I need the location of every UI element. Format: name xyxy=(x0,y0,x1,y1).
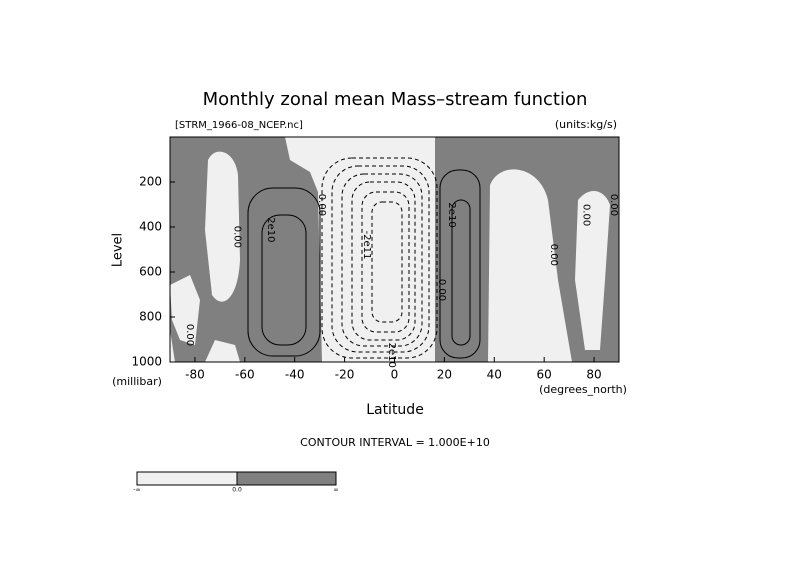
x-axis-label: Latitude xyxy=(366,402,424,418)
x-tick-label: 20 xyxy=(437,368,452,382)
x-axis-unit: (degrees_north) xyxy=(539,383,627,396)
contour-label: 0.00 xyxy=(581,204,592,226)
contour-line xyxy=(341,173,423,347)
x-tick-label: 40 xyxy=(487,368,502,382)
y-tick-label: 200 xyxy=(139,175,162,189)
contour-label: 0.00 xyxy=(548,244,559,266)
contour-line xyxy=(261,214,307,346)
contour-line xyxy=(321,157,438,359)
x-tick-label: -20 xyxy=(335,368,355,382)
plot-fill xyxy=(170,137,619,362)
colorbar-label: ∞ xyxy=(334,487,339,494)
subtitle-left: [STRM_1966-08_NCEP.nc] xyxy=(175,120,303,131)
negative-region xyxy=(170,275,200,345)
colorbar-box xyxy=(236,471,337,486)
contour-line xyxy=(351,181,416,341)
colorbar-label: 0.0 xyxy=(232,487,242,494)
y-tick-label: 400 xyxy=(139,220,162,234)
contour-label: 0.00 xyxy=(184,324,195,346)
y-tick-label: 800 xyxy=(139,310,162,324)
x-tick-label: 60 xyxy=(537,368,552,382)
contour-label: 0.00 xyxy=(608,194,619,216)
negative-region xyxy=(575,190,610,350)
x-tick-label: -40 xyxy=(285,368,305,382)
y-axis-unit: (millibar) xyxy=(112,375,162,388)
contour-label: -2e11 xyxy=(361,231,372,260)
subtitle-right: (units:kg/s) xyxy=(555,118,617,131)
contour-label: 2e10 xyxy=(265,217,276,242)
contours xyxy=(247,157,481,359)
colorbar-box xyxy=(136,471,238,486)
contour-label: 0.00 xyxy=(231,226,242,248)
contour-line xyxy=(451,199,471,346)
x-tick-label: 0 xyxy=(391,368,399,382)
negative-contours xyxy=(321,157,438,359)
y-tick-label: 1000 xyxy=(131,355,162,369)
x-tick-label: -80 xyxy=(185,368,205,382)
contour-label: 2e10 xyxy=(386,343,397,368)
y-axis-label: Level xyxy=(111,233,126,267)
x-tick-label: -60 xyxy=(235,368,255,382)
contour-label: 0.00 xyxy=(436,279,447,301)
contour-line xyxy=(439,169,481,359)
contour-line xyxy=(247,187,321,357)
contour-line xyxy=(361,191,410,333)
colorbar xyxy=(136,471,337,486)
y-tick-label: 600 xyxy=(139,265,162,279)
contour-label: 2e10 xyxy=(446,202,457,227)
x-tick-label: 80 xyxy=(586,368,601,382)
contour-line xyxy=(331,165,430,353)
footer: CONTOUR INTERVAL = 1.000E+10 xyxy=(300,436,490,449)
colorbar-label: -∞ xyxy=(133,487,140,494)
chart-title: Monthly zonal mean Mass–stream function xyxy=(203,89,588,110)
negative-region xyxy=(488,169,572,362)
negative-region xyxy=(205,151,240,302)
contour-label: 0.00 xyxy=(316,194,327,216)
